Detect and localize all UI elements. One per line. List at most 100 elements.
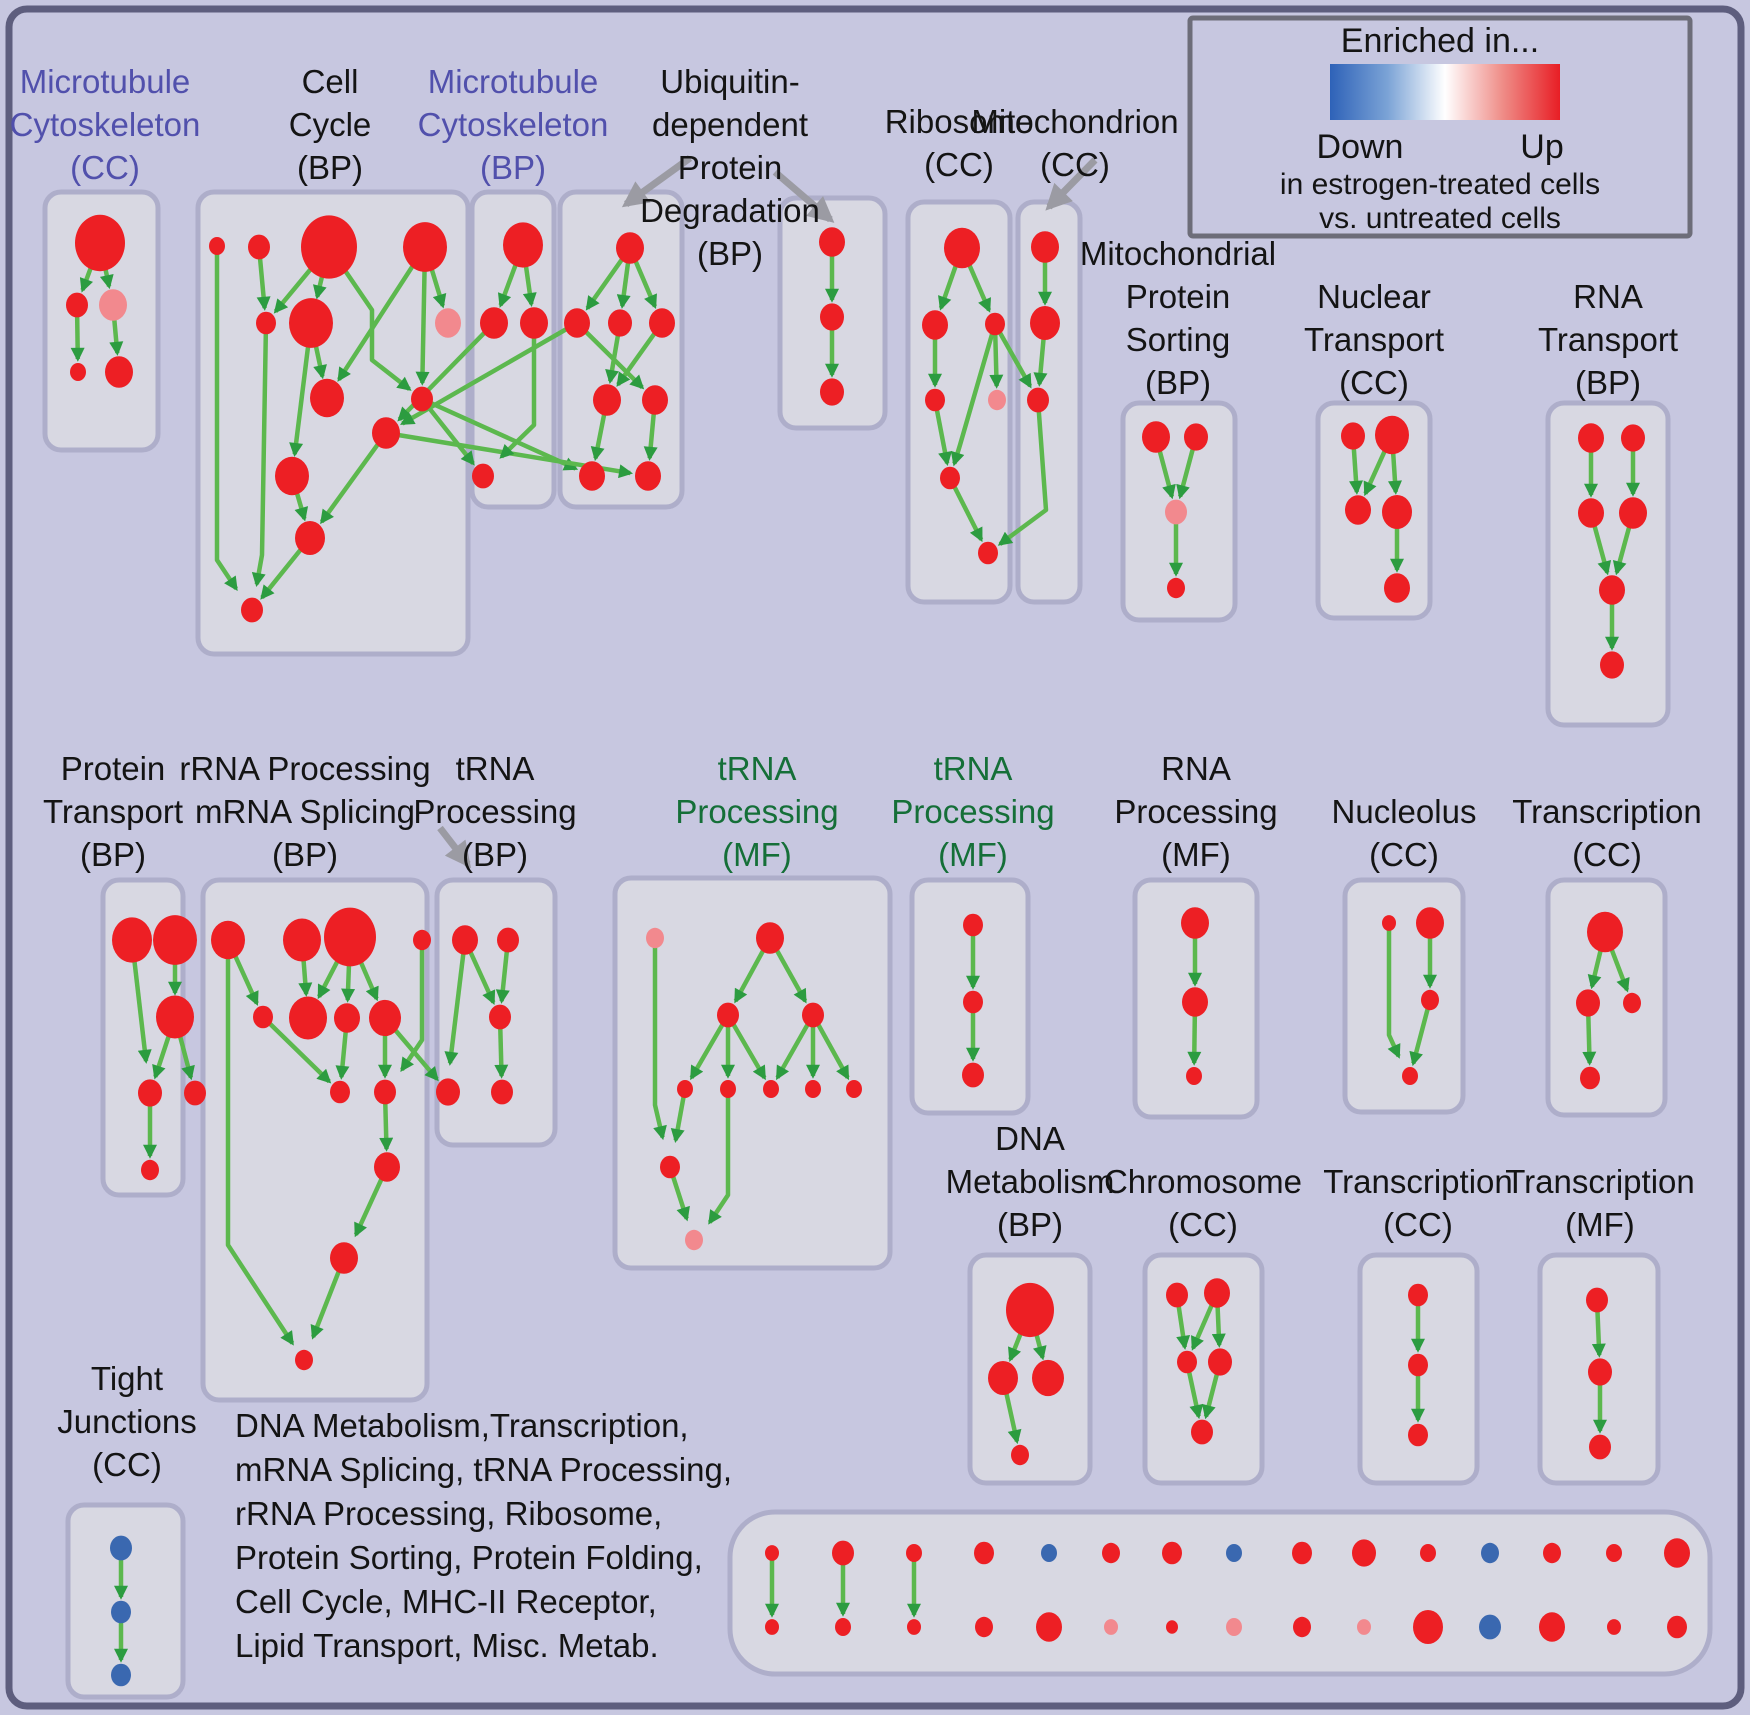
- go-term-node: [1382, 915, 1396, 931]
- go-term-node: [1027, 387, 1049, 413]
- go-term-node: [1580, 1066, 1600, 1090]
- group-label-ubiquitin-dependent-protein-degradation-bp: Ubiquitin-dependent Protein Degradation (BP…: [640, 63, 820, 272]
- go-term-node: [374, 1152, 400, 1182]
- annotation-arrow: [772, 169, 835, 223]
- go-term-node: [491, 1079, 513, 1105]
- go-term-node: [579, 461, 605, 491]
- go-term-node: [324, 907, 376, 967]
- go-term-node: [156, 995, 194, 1039]
- go-term-node: [1664, 1538, 1690, 1568]
- go-term-node: [1588, 1358, 1612, 1386]
- go-term-node: [1578, 498, 1604, 528]
- go-term-node: [1166, 1620, 1178, 1634]
- group-label-trna-processing-mf-1: tRNA Processing (MF): [675, 750, 838, 873]
- go-term-node: [1226, 1618, 1242, 1636]
- edge-arrow: [1386, 923, 1401, 1059]
- go-term-node: [1667, 1615, 1687, 1639]
- go-term-node: [1191, 1419, 1213, 1445]
- go-term-node: [403, 222, 447, 272]
- edge-arrow: [947, 476, 984, 543]
- edge-arrow: [726, 1013, 767, 1081]
- go-term-node: [907, 1619, 921, 1635]
- go-term-node: [1031, 231, 1059, 263]
- outer-frame: [5, 5, 1745, 1710]
- group-label-transcription-cc-2: Transcription (CC): [1323, 1163, 1513, 1243]
- legend-subtitle-1: in estrogen-treated cells: [1280, 168, 1600, 201]
- go-term-node: [1293, 1616, 1311, 1638]
- go-term-node: [1041, 1544, 1057, 1562]
- go-term-node: [1543, 1542, 1561, 1564]
- group-label-nucleolus-cc: Nucleolus (CC): [1332, 793, 1477, 873]
- group-label-tight-junctions-cc: Tight Junctions (CC): [57, 1360, 196, 1483]
- group-box-nuclear-transport: [1315, 400, 1433, 621]
- group-box-chromosome: [1142, 1252, 1265, 1486]
- legend-up-label: Up: [1520, 128, 1563, 166]
- edge-arrow: [499, 323, 537, 459]
- misc-terms-text: DNA Metabolism,Transcription, mRNA Splici…: [235, 1407, 732, 1664]
- edge-arrow: [225, 940, 295, 1346]
- group-label-rrna-processing-mrna-splicing-bp: rRNA Processing mRNA Splicing (BP): [179, 750, 430, 873]
- edge-arrow: [421, 396, 579, 471]
- go-term-node: [330, 1242, 358, 1274]
- go-term-node: [944, 227, 980, 269]
- go-term-node: [334, 1003, 360, 1033]
- edge-arrow: [400, 321, 579, 426]
- group-label-rna-processing-mf: RNA Processing (MF): [1114, 750, 1277, 873]
- go-term-node: [1162, 1541, 1182, 1565]
- go-term-node: [985, 312, 1005, 336]
- go-term-node: [1539, 1612, 1565, 1642]
- edge-arrow: [993, 322, 1033, 389]
- go-term-node: [988, 389, 1006, 411]
- go-term-node: [411, 386, 433, 412]
- legend-down-label: Down: [1317, 128, 1404, 166]
- go-term-node: [677, 1080, 693, 1098]
- go-term-node: [112, 917, 152, 963]
- go-term-node: [660, 1155, 680, 1179]
- go-term-node: [436, 1078, 460, 1106]
- edge-arrow: [214, 246, 238, 592]
- go-term-node: [283, 918, 321, 962]
- group-label-chromosome-cc: Chromosome (CC): [1104, 1163, 1302, 1243]
- go-term-node: [756, 922, 784, 954]
- go-term-node: [963, 990, 983, 1014]
- go-term-node: [1589, 1434, 1611, 1460]
- group-label-ribosome-cc: Ribosome (CC): [885, 103, 1034, 183]
- go-term-node: [922, 310, 948, 340]
- go-term-node: [1382, 495, 1412, 529]
- go-term-node: [1576, 989, 1600, 1017]
- go-term-node: [1292, 1541, 1312, 1565]
- edge-arrow: [997, 399, 1049, 546]
- go-term-node: [289, 996, 327, 1040]
- go-term-node: [1375, 415, 1409, 455]
- edge-arrow: [327, 245, 412, 391]
- go-term-node: [1606, 1544, 1622, 1562]
- go-term-node: [480, 307, 508, 339]
- go-term-node: [988, 1361, 1018, 1395]
- go-term-node: [1177, 1350, 1197, 1374]
- go-term-node: [1102, 1542, 1120, 1564]
- go-term-node: [138, 1079, 162, 1107]
- group-box-transcription-cc: [1545, 877, 1668, 1118]
- go-term-node: [141, 1159, 159, 1181]
- group-box-misc-cluster: [727, 1509, 1713, 1677]
- go-term-node: [1408, 1423, 1428, 1447]
- go-term-node: [1011, 1444, 1029, 1466]
- go-term-node: [819, 227, 845, 257]
- go-term-node: [1352, 1539, 1376, 1567]
- edge-arrow: [444, 939, 468, 1066]
- go-term-node: [275, 456, 309, 496]
- annotation-arrow: [1045, 157, 1098, 211]
- go-term-node: [906, 1544, 922, 1562]
- go-term-node: [209, 237, 225, 255]
- go-term-node: [963, 913, 983, 937]
- go-term-node: [646, 927, 664, 949]
- go-term-node: [110, 1535, 132, 1561]
- group-box-tight-junctions: [65, 1502, 186, 1700]
- go-term-node: [289, 298, 333, 348]
- group-label-mitochondrion-cc: Mitochondrion (CC): [971, 103, 1178, 183]
- go-term-node: [593, 384, 621, 416]
- go-term-node: [685, 1229, 703, 1251]
- go-term-node: [256, 311, 276, 335]
- go-term-node: [472, 463, 494, 489]
